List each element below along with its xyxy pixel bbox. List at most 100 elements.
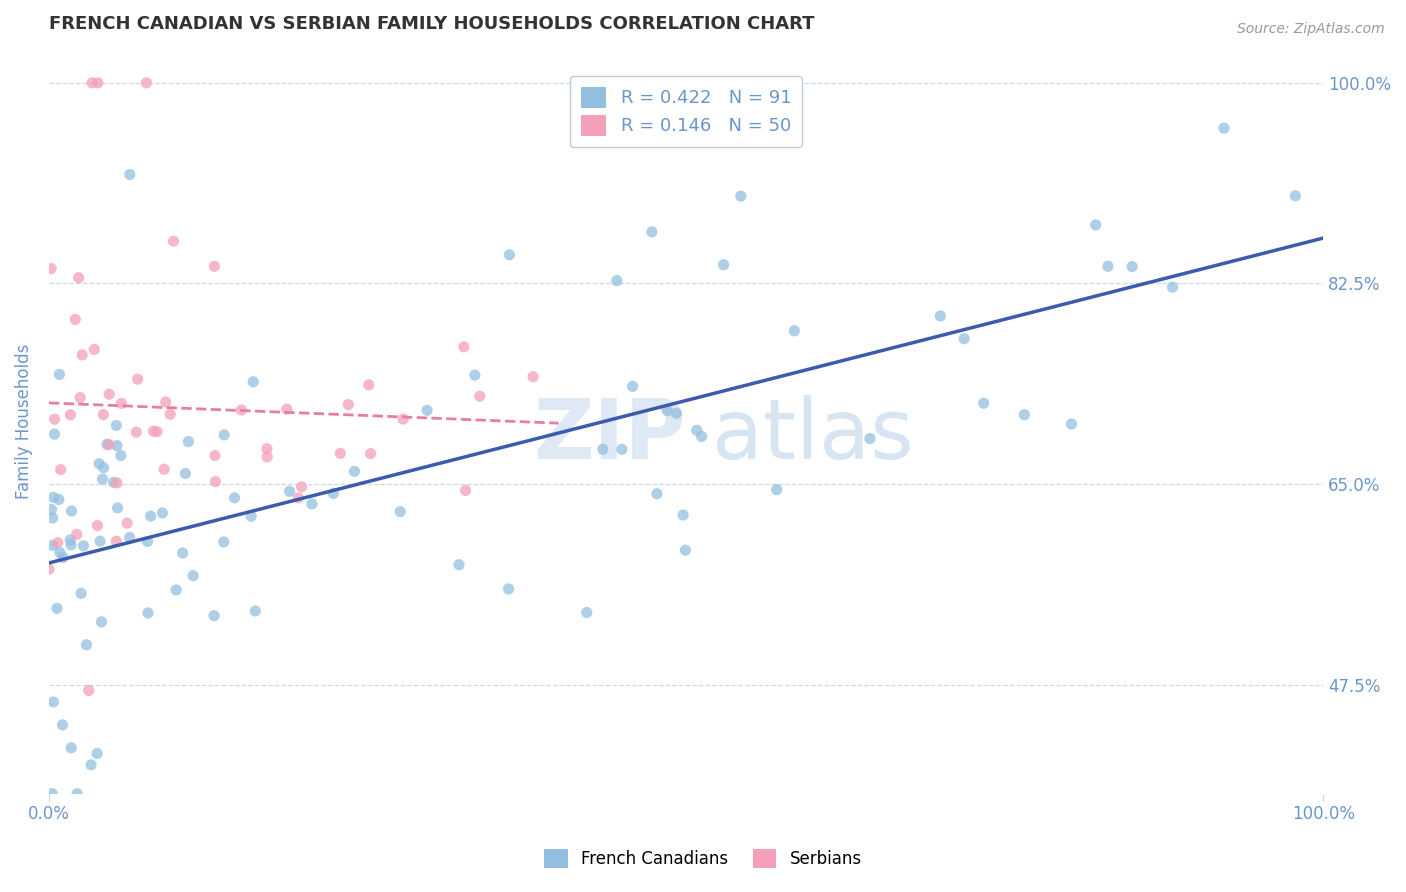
Point xyxy=(93,460,115,475)
Legend: R = 0.422   N = 91, R = 0.146   N = 50: R = 0.422 N = 91, R = 0.146 N = 50 xyxy=(569,76,801,146)
Point xyxy=(290,480,312,494)
Point xyxy=(135,76,157,90)
Point xyxy=(136,534,159,549)
Point xyxy=(322,486,344,500)
Point xyxy=(110,449,132,463)
Point xyxy=(468,389,491,403)
Point xyxy=(59,408,82,422)
Point xyxy=(103,475,125,490)
Point xyxy=(256,442,278,456)
Text: ZIP: ZIP xyxy=(533,395,686,476)
Point xyxy=(606,274,628,288)
Point xyxy=(276,402,298,417)
Point xyxy=(665,406,688,420)
Point xyxy=(1084,218,1107,232)
Point xyxy=(153,462,176,476)
Point xyxy=(329,446,352,460)
Point xyxy=(278,484,301,499)
Point xyxy=(641,225,664,239)
Point xyxy=(86,518,108,533)
Point xyxy=(343,464,366,478)
Point xyxy=(72,539,94,553)
Point xyxy=(301,497,323,511)
Point xyxy=(46,535,69,549)
Point xyxy=(66,527,89,541)
Point xyxy=(80,757,103,772)
Text: Source: ZipAtlas.com: Source: ZipAtlas.com xyxy=(1237,22,1385,37)
Point xyxy=(44,427,66,442)
Point xyxy=(177,434,200,449)
Point xyxy=(69,391,91,405)
Point xyxy=(59,538,82,552)
Point xyxy=(60,504,83,518)
Point xyxy=(70,348,93,362)
Point xyxy=(44,412,66,426)
Point xyxy=(39,261,62,276)
Point xyxy=(1284,188,1306,202)
Point xyxy=(115,516,138,531)
Point xyxy=(41,787,63,801)
Point xyxy=(242,375,264,389)
Point xyxy=(730,189,752,203)
Point xyxy=(464,368,486,383)
Point xyxy=(150,506,173,520)
Point xyxy=(645,486,668,500)
Y-axis label: Family Households: Family Households xyxy=(15,343,32,499)
Point xyxy=(212,428,235,442)
Point xyxy=(65,312,87,326)
Point xyxy=(522,369,544,384)
Point xyxy=(1060,417,1083,431)
Point xyxy=(136,606,159,620)
Point xyxy=(256,450,278,464)
Point xyxy=(139,509,162,524)
Point xyxy=(672,508,695,522)
Point xyxy=(592,442,614,457)
Point xyxy=(125,425,148,440)
Point xyxy=(105,534,128,549)
Point xyxy=(1097,259,1119,273)
Point xyxy=(82,76,104,90)
Point xyxy=(212,535,235,549)
Point xyxy=(621,379,644,393)
Point xyxy=(1161,280,1184,294)
Point xyxy=(93,408,115,422)
Point xyxy=(204,475,226,489)
Point xyxy=(686,423,709,437)
Text: atlas: atlas xyxy=(711,395,914,476)
Point xyxy=(498,582,520,596)
Point xyxy=(1121,260,1143,274)
Point xyxy=(454,483,477,498)
Legend: French Canadians, Serbians: French Canadians, Serbians xyxy=(537,842,869,875)
Point xyxy=(60,740,83,755)
Point xyxy=(713,258,735,272)
Point xyxy=(142,424,165,438)
Point xyxy=(159,407,181,421)
Point xyxy=(204,449,226,463)
Point xyxy=(357,377,380,392)
Point xyxy=(70,586,93,600)
Point xyxy=(973,396,995,410)
Point xyxy=(202,608,225,623)
Point xyxy=(59,533,82,547)
Point xyxy=(118,168,141,182)
Point xyxy=(49,546,72,560)
Point xyxy=(105,475,128,490)
Point xyxy=(107,500,129,515)
Point xyxy=(610,442,633,457)
Point xyxy=(165,582,187,597)
Point xyxy=(49,462,72,476)
Point xyxy=(105,439,128,453)
Point xyxy=(690,429,713,443)
Point xyxy=(453,340,475,354)
Point xyxy=(575,606,598,620)
Point xyxy=(174,467,197,481)
Point xyxy=(337,398,360,412)
Point xyxy=(42,538,65,552)
Point xyxy=(287,491,309,505)
Point xyxy=(1014,408,1036,422)
Point xyxy=(389,505,412,519)
Point xyxy=(86,747,108,761)
Point xyxy=(98,387,121,401)
Point xyxy=(42,695,65,709)
Point xyxy=(96,437,118,451)
